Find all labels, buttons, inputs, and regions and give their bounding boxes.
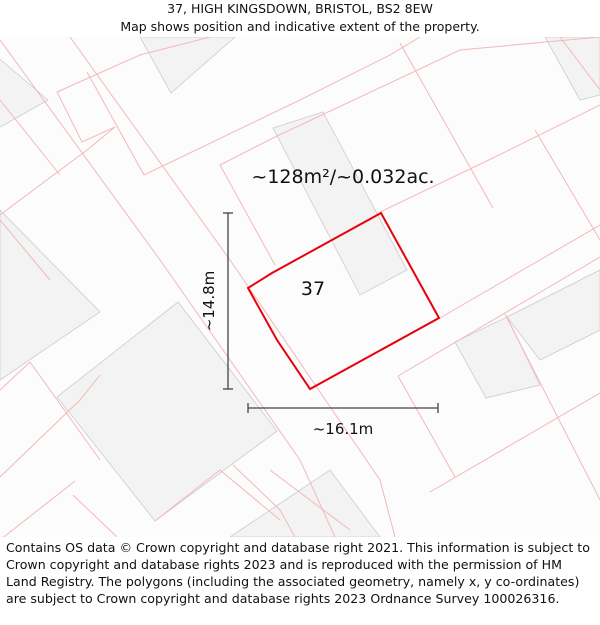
property-boundary-outline[interactable] xyxy=(246,211,441,391)
dimension-lines xyxy=(223,212,439,413)
area-label: ~128m²/~0.032ac. xyxy=(251,166,434,188)
plot-number-label: 37 xyxy=(301,278,325,300)
building-footprints xyxy=(0,37,600,537)
property-map[interactable]: ~128m²/~0.032ac. 37 ~14.8m ~16.1m xyxy=(0,37,600,537)
map-header: 37, HIGH KINGSDOWN, BRISTOL, BS2 8EW Map… xyxy=(0,0,600,37)
property-address-title: 37, HIGH KINGSDOWN, BRISTOL, BS2 8EW xyxy=(167,1,433,16)
width-dimension-label: ~16.1m xyxy=(313,420,374,438)
map-description: Map shows position and indicative extent… xyxy=(120,19,480,34)
parcel-boundaries xyxy=(0,37,600,537)
copyright-attribution: Contains OS data © Crown copyright and d… xyxy=(6,540,590,606)
height-dimension-label: ~14.8m xyxy=(200,271,218,332)
